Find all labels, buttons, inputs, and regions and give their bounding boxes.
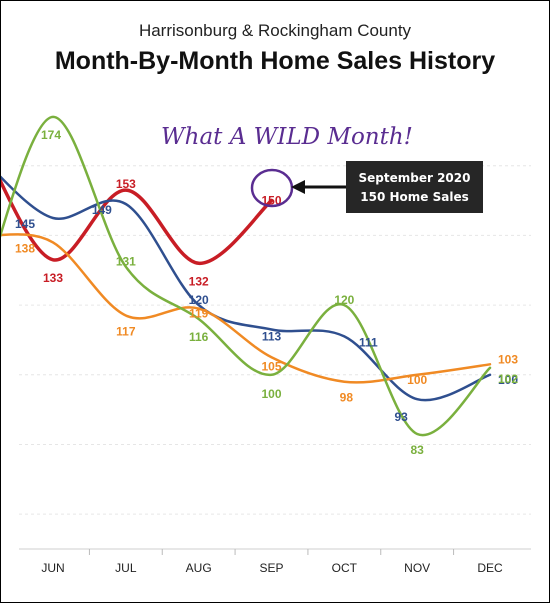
data-label: 133: [43, 271, 63, 285]
data-label: 153: [116, 177, 136, 191]
x-tick-label: SEP: [259, 561, 283, 575]
data-label: 145: [15, 217, 35, 231]
series-line: [1, 175, 492, 402]
series-lines: [1, 115, 492, 437]
data-label: 119: [189, 307, 209, 321]
data-label: 113: [262, 329, 282, 343]
x-tick-label: OCT: [332, 561, 358, 575]
data-label: 93: [394, 410, 408, 424]
data-label: 98: [340, 391, 354, 405]
data-label: 131: [116, 255, 136, 269]
x-tick-label: JUN: [41, 561, 64, 575]
data-label: 111: [359, 335, 378, 349]
x-tick-label: AUG: [186, 561, 212, 575]
data-label: 149: [92, 203, 112, 217]
data-label: 100: [498, 373, 518, 387]
data-label: 132: [189, 274, 209, 288]
chart-subtitle: Harrisonburg & Rockingham County: [138, 21, 412, 40]
data-label: 174: [41, 128, 61, 142]
series-line: [1, 233, 492, 384]
x-axis: JUN JUL AUG SEP OCT NOV DEC: [19, 548, 531, 575]
data-label: 120: [334, 293, 354, 307]
data-label: 100: [407, 373, 427, 387]
x-tick-label: DEC: [477, 561, 503, 575]
data-label: 138: [15, 241, 35, 255]
chart-title: Month-By-Month Home Sales History: [54, 47, 496, 75]
callout-arrow: [291, 180, 346, 194]
data-label: 103: [498, 352, 518, 366]
x-tick-label: JUL: [115, 561, 137, 575]
data-labels: 133 153 132 150 145 149 120 113 111 93 100 138 117 11…: [15, 128, 518, 457]
data-label: 105: [261, 359, 281, 373]
x-tick-label: NOV: [404, 561, 430, 575]
data-label: 117: [116, 325, 136, 339]
highlight-circle: [250, 168, 294, 208]
data-label: 116: [189, 330, 209, 344]
data-label: 150: [261, 194, 281, 208]
handwritten-annotation: What A WILD Month!: [161, 124, 413, 150]
callout-line-2: 150 Home Sales: [360, 190, 468, 204]
data-label: 100: [261, 387, 281, 401]
callout-line-1: September 2020: [359, 171, 471, 185]
series-line: [1, 178, 274, 266]
data-label: 120: [189, 293, 209, 307]
data-label: 83: [410, 443, 424, 457]
callout-box: September 2020 150 Home Sales: [346, 161, 483, 213]
data-label: 102: [498, 372, 518, 386]
series-line: [1, 115, 492, 437]
